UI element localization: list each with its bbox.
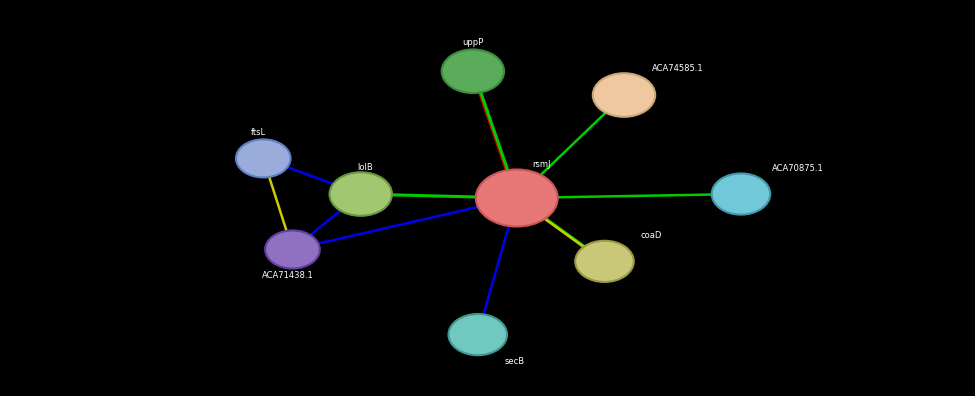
Ellipse shape xyxy=(593,73,655,117)
Text: ACA70875.1: ACA70875.1 xyxy=(771,164,824,173)
Ellipse shape xyxy=(442,50,504,93)
Ellipse shape xyxy=(330,172,392,216)
Text: rsmJ: rsmJ xyxy=(532,160,550,169)
Ellipse shape xyxy=(265,230,320,268)
Ellipse shape xyxy=(448,314,507,355)
Text: lolB: lolB xyxy=(358,163,373,171)
Text: ACA71438.1: ACA71438.1 xyxy=(261,271,314,280)
Text: coaD: coaD xyxy=(641,231,662,240)
Ellipse shape xyxy=(476,169,558,227)
Ellipse shape xyxy=(236,139,291,177)
Text: ACA74585.1: ACA74585.1 xyxy=(652,64,703,72)
Ellipse shape xyxy=(712,173,770,215)
Text: ftsL: ftsL xyxy=(251,128,266,137)
Ellipse shape xyxy=(575,241,634,282)
Text: uppP: uppP xyxy=(462,38,484,47)
Text: secB: secB xyxy=(505,357,525,366)
